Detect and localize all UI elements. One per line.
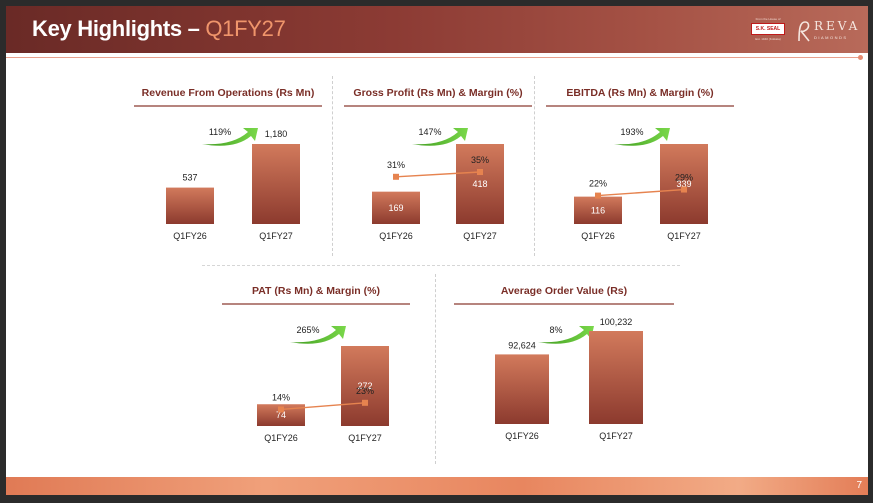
margin-label: 14% (272, 392, 290, 402)
chart-pat: PAT (Rs Mn) & Margin (%) 265% Q1FY26 Q1FY27… (222, 274, 410, 454)
category-label: Q1FY27 (599, 431, 633, 441)
header-rule (6, 57, 861, 58)
divider-horizontal (202, 265, 680, 266)
bar-value-label: 116 (591, 205, 605, 215)
page-number: 7 (856, 480, 862, 491)
bar-value-label: 1,180 (265, 129, 288, 139)
reva-logo: REVA DIAMONDS (796, 19, 857, 45)
bar-value-label: 100,232 (600, 317, 633, 327)
margin-line (395, 171, 481, 178)
margin-label: 23% (356, 386, 374, 396)
sk-logo-tagline: Est. 1940 (Kolkata) (755, 37, 781, 41)
margin-label: 35% (471, 155, 489, 165)
margin-point (477, 169, 483, 175)
margin-label: 29% (675, 173, 693, 183)
chart-ebitda: EBITDA (Rs Mn) & Margin (%) 193% Q1FY26 Q1F… (546, 76, 734, 256)
bar-value-label: 169 (388, 203, 403, 213)
category-label: Q1FY26 (173, 231, 207, 241)
chart-svg: EBITDA (Rs Mn) & Margin (%) 193% Q1FY26 Q1F… (546, 87, 734, 241)
margin-line (280, 402, 366, 411)
category-label: Q1FY26 (505, 431, 539, 441)
chart-average-order-value: Average Order Value (Rs) 8% Q1FY26 Q1FY27 92… (454, 274, 674, 454)
title-main: Key Highlights – (32, 16, 206, 41)
category-label: Q1FY26 (264, 433, 298, 443)
bar-q1fy26 (372, 191, 420, 224)
bar-q1fy26 (166, 187, 214, 224)
growth-label: 147% (418, 127, 441, 137)
divider-vertical-3 (435, 274, 436, 464)
reva-logo-name: REVA (814, 19, 861, 33)
reva-logo-sub: DIAMONDS (814, 35, 848, 40)
margin-label: 31% (387, 160, 405, 170)
margin-point (595, 192, 601, 199)
chart-revenue: Revenue From Operations (Rs Mn) 119% Q1FY2… (134, 76, 322, 256)
margin-point (278, 406, 284, 413)
margin-line (597, 188, 685, 197)
footer-bar: 7 (6, 477, 868, 495)
growth-arrow-icon (538, 326, 594, 344)
category-label: Q1FY27 (667, 231, 701, 241)
category-label: Q1FY26 (379, 231, 413, 241)
page-title: Key Highlights – Q1FY27 (32, 16, 286, 42)
bar-q1fy27 (456, 144, 504, 224)
title-period: Q1FY27 (205, 16, 286, 41)
margin-label: 22% (589, 179, 607, 189)
chart-title: Revenue From Operations (Rs Mn) (142, 87, 315, 99)
chart-title: Gross Profit (Rs Mn) & Margin (%) (353, 87, 522, 99)
growth-label: 193% (620, 127, 643, 137)
chart-title: PAT (Rs Mn) & Margin (%) (252, 285, 380, 297)
sk-logo-brand: S.K. SEAL (755, 26, 781, 32)
chart-gross-profit: Gross Profit (Rs Mn) & Margin (%) 147% Q1F… (344, 76, 532, 256)
bar-q1fy27 (252, 144, 300, 224)
category-label: Q1FY27 (463, 231, 497, 241)
growth-arrow-icon (412, 128, 468, 146)
chart-title: Average Order Value (Rs) (501, 285, 627, 297)
bar-value-label: 74 (276, 410, 286, 420)
bar-value-label: 418 (472, 179, 487, 189)
chart-svg: Average Order Value (Rs) 8% Q1FY26 Q1FY27 92… (454, 285, 674, 441)
growth-arrow-icon (614, 128, 670, 146)
growth-label: 119% (209, 127, 231, 137)
growth-label: 265% (296, 325, 319, 335)
bar-q1fy26 (495, 354, 549, 424)
bar-value-label: 272 (357, 381, 372, 391)
chart-svg: PAT (Rs Mn) & Margin (%) 265% Q1FY26 Q1FY27… (222, 285, 410, 443)
margin-point (362, 399, 368, 406)
bar-q1fy27 (660, 144, 708, 224)
chart-title: EBITDA (Rs Mn) & Margin (%) (566, 87, 713, 99)
margin-point (393, 173, 399, 180)
bar-value-label: 537 (182, 173, 197, 183)
growth-arrow-icon (290, 326, 346, 344)
bar-q1fy26 (574, 196, 622, 224)
bar-value-label: 339 (676, 179, 691, 189)
chart-svg: Revenue From Operations (Rs Mn) 119% Q1FY2… (134, 87, 322, 241)
bar-value-label: 92,624 (508, 340, 536, 350)
bar-q1fy27 (341, 346, 389, 426)
chart-svg: Gross Profit (Rs Mn) & Margin (%) 147% Q1F… (344, 87, 532, 241)
bar-q1fy27 (589, 331, 643, 424)
header-rule-dot (858, 55, 863, 60)
bar-q1fy26 (257, 404, 305, 426)
reva-mark-icon (798, 21, 810, 42)
category-label: Q1FY26 (581, 231, 615, 241)
slide: Key Highlights – Q1FY27 From the House o… (6, 6, 868, 495)
margin-point (681, 186, 687, 193)
divider-vertical-1 (332, 76, 333, 256)
header-bar: Key Highlights – Q1FY27 From the House o… (6, 6, 868, 53)
sk-seal-logo: From the House of S.K. SEAL Est. 1940 (K… (750, 17, 786, 43)
category-label: Q1FY27 (259, 231, 293, 241)
sk-logo-box: S.K. SEAL (751, 23, 785, 35)
growth-arrow-icon (202, 128, 258, 146)
growth-label: 8% (549, 325, 562, 335)
divider-vertical-2 (534, 76, 535, 256)
category-label: Q1FY27 (348, 433, 382, 443)
sk-logo-top-text: From the House of (755, 17, 781, 21)
